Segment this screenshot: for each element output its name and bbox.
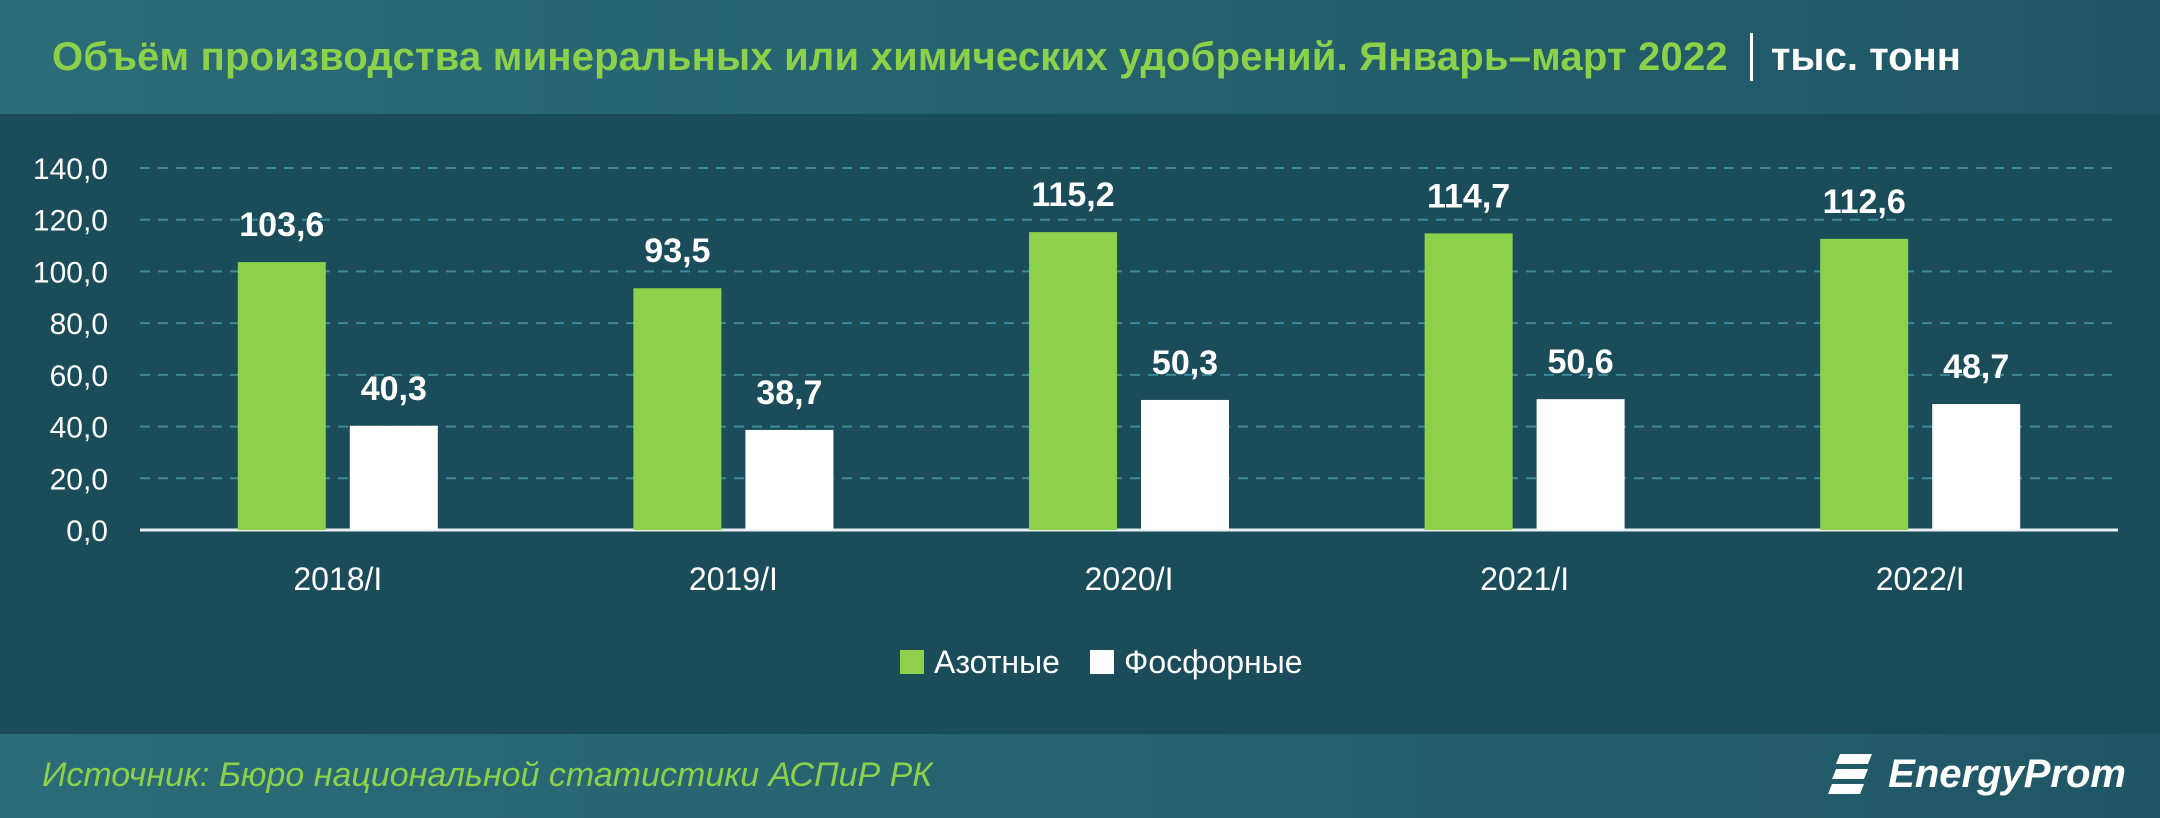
data-label: 93,5 — [644, 232, 710, 270]
bar-phosphate — [349, 425, 438, 530]
chart-header: Объём производства минеральных или химич… — [0, 0, 2160, 114]
bar-nitrogen — [633, 288, 722, 530]
legend-label: Фосфорные — [1124, 644, 1303, 680]
legend-swatch — [900, 650, 924, 674]
x-tick-label: 2019/I — [689, 561, 778, 597]
bar-nitrogen — [1820, 238, 1909, 530]
bar-phosphate — [1932, 404, 2021, 530]
data-label: 40,3 — [361, 370, 427, 408]
data-label: 114,7 — [1427, 177, 1510, 215]
x-tick-label: 2020/I — [1085, 561, 1174, 597]
logo-text: EnergyProm — [1888, 751, 2126, 796]
y-tick-label: 140,0 — [33, 153, 108, 186]
bar-phosphate — [745, 429, 834, 530]
energyprom-logo: EnergyProm — [1826, 748, 2126, 800]
bar-chart: 0,0 20,0 40,0 60,0 80,0 100,0 120,0 140,0 103,6 4… — [33, 153, 2118, 680]
x-tick-label: 2018/I — [293, 561, 382, 597]
y-tick-label: 80,0 — [50, 308, 108, 341]
data-label: 50,3 — [1152, 344, 1218, 382]
data-label: 103,6 — [239, 206, 324, 244]
y-tick-label: 20,0 — [50, 463, 108, 496]
data-label: 48,7 — [1943, 348, 2009, 386]
bar-nitrogen — [1029, 232, 1117, 530]
y-tick-label: 120,0 — [33, 205, 108, 238]
x-tick-label: 2022/I — [1876, 561, 1965, 597]
y-tick-label: 0,0 — [66, 515, 108, 548]
y-tick-label: 40,0 — [50, 412, 108, 445]
y-tick-label: 100,0 — [33, 256, 108, 289]
y-tick-label: 60,0 — [50, 360, 108, 393]
chart-title: Объём производства минеральных или химич… — [52, 34, 1728, 79]
title-separator — [1749, 33, 1753, 81]
chart-area: 0,0 20,0 40,0 60,0 80,0 100,0 120,0 140,0 103,6 4… — [0, 114, 2160, 734]
data-label: 112,6 — [1823, 183, 1906, 221]
x-tick-label: 2021/I — [1480, 561, 1569, 597]
bar-nitrogen — [1424, 233, 1513, 530]
energyprom-logo-icon — [1828, 754, 1873, 794]
data-label: 38,7 — [756, 374, 822, 412]
bar-phosphate — [1141, 399, 1229, 530]
legend-swatch — [1090, 650, 1114, 674]
chart-unit: тыс. тонн — [1770, 34, 1961, 79]
source-note: Источник: Бюро национальной статистики А… — [42, 756, 933, 794]
bar-nitrogen — [237, 262, 326, 530]
data-label: 115,2 — [1031, 176, 1114, 214]
chart-footer: Источник: Бюро национальной статистики А… — [0, 734, 2160, 818]
data-label: 50,6 — [1548, 343, 1614, 381]
bar-phosphate — [1536, 399, 1625, 530]
legend-label: Азотные — [934, 644, 1060, 680]
